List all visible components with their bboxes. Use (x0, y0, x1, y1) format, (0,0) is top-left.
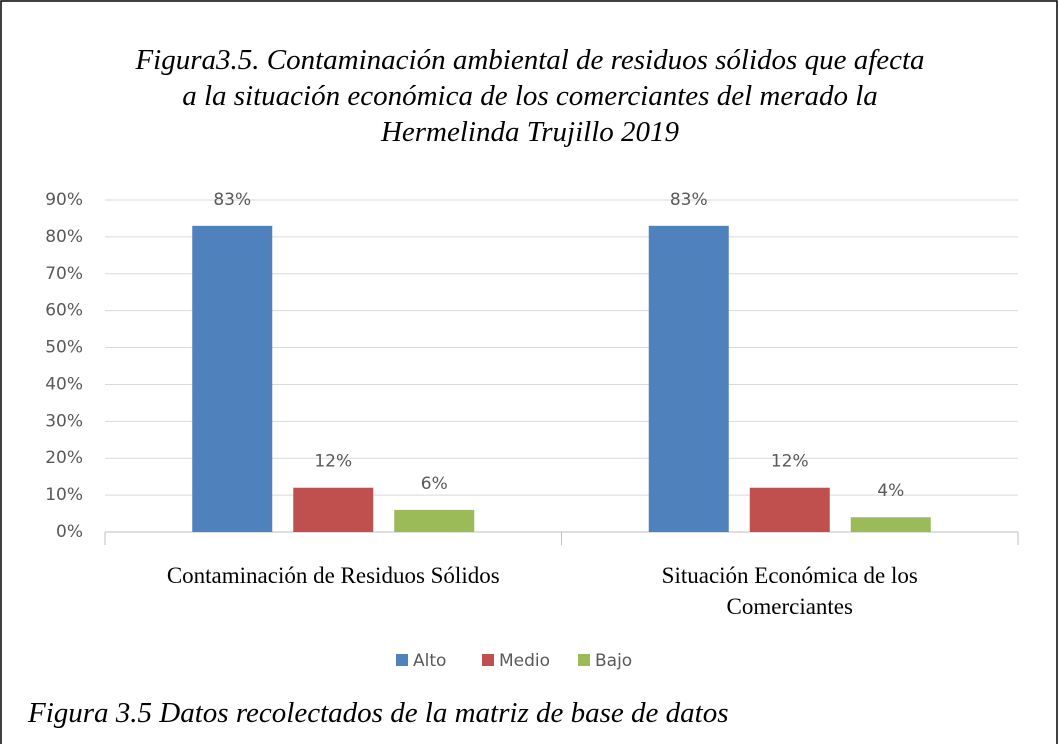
y-tick-label: 90% (45, 190, 83, 210)
data-label: 83% (213, 190, 251, 210)
x-tick-label: Situación Económica de los Comerciantes (661, 563, 918, 619)
bar (394, 509, 475, 532)
chart-title: Figura3.5. Contaminación ambiental de re… (135, 44, 925, 148)
bar (293, 487, 374, 532)
bar (192, 225, 273, 533)
y-tick-label: 10% (45, 485, 83, 505)
data-label: 4% (877, 481, 904, 501)
x-tick-label: Contaminación de Residuos Sólidos (166, 563, 500, 588)
y-tick-label: 40% (45, 374, 83, 394)
y-tick-label: 70% (45, 264, 83, 284)
data-label: 12% (314, 452, 352, 472)
y-tick-label: 50% (45, 338, 83, 358)
bar (850, 517, 931, 532)
caption: Figura 3.5 Datos recolectados de la matr… (28, 697, 729, 729)
y-tick-label: 30% (45, 411, 83, 431)
y-tick-label: 60% (45, 301, 83, 321)
bar (749, 487, 830, 532)
data-label: 83% (670, 190, 708, 210)
y-tick-label: 0% (56, 522, 83, 542)
y-tick-label: 20% (45, 448, 83, 468)
bar (648, 225, 729, 533)
legend-swatch (482, 654, 494, 666)
legend-swatch (396, 654, 408, 666)
legend-swatch (578, 654, 590, 666)
data-label: 12% (771, 452, 809, 472)
legend-label: Medio (499, 651, 550, 671)
legend-label: Alto (413, 651, 446, 671)
data-label: 6% (421, 474, 448, 494)
legend-label: Bajo (595, 651, 632, 671)
y-tick-label: 80% (45, 227, 83, 247)
